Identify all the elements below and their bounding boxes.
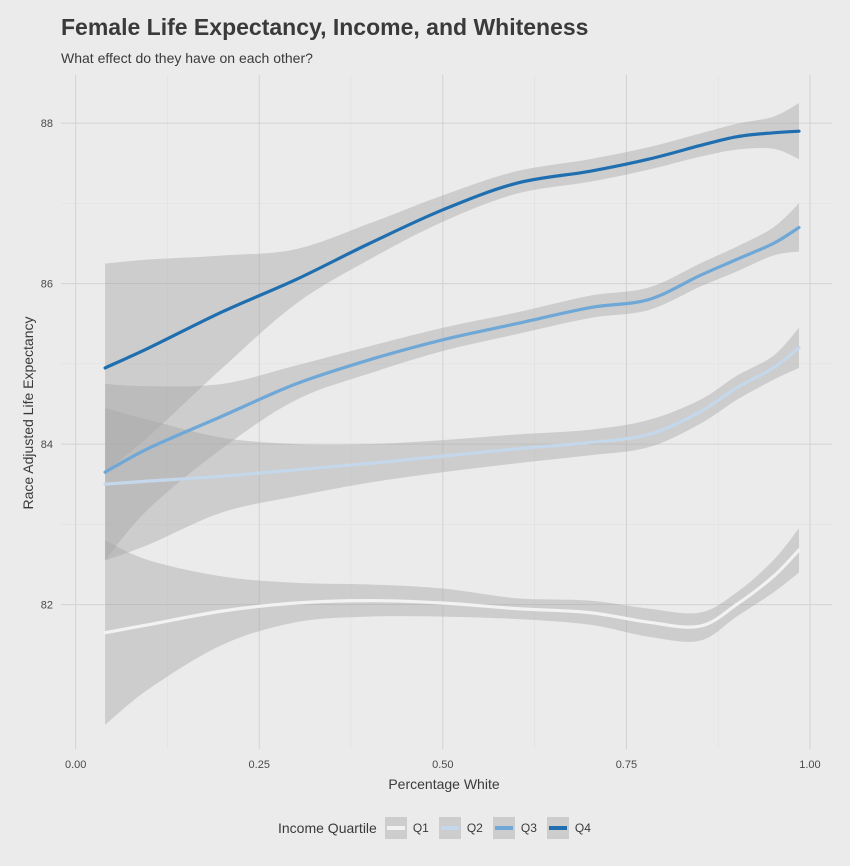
legend-item-q4: Q4 xyxy=(546,817,591,839)
legend: Income Quartile Q1 Q2 Q3 Q4 xyxy=(278,815,601,841)
legend-key-q3 xyxy=(492,817,515,839)
legend-label-q1: Q1 xyxy=(412,821,429,835)
y-tick-label: 84 xyxy=(41,439,53,451)
legend-label-q2: Q2 xyxy=(466,821,483,835)
confidence-band-q1 xyxy=(105,528,800,725)
chart-subtitle: What effect do they have on each other? xyxy=(61,50,313,66)
x-axis-title: Percentage White xyxy=(388,776,499,792)
legend-label-q3: Q3 xyxy=(520,821,537,835)
series-line-q2 xyxy=(103,346,801,486)
y-tick-label: 86 xyxy=(41,279,53,291)
y-tick-label: 88 xyxy=(41,118,53,130)
series-lines xyxy=(103,129,801,635)
legend-item-q2: Q2 xyxy=(438,817,483,839)
x-tick-label: 0.25 xyxy=(249,759,270,771)
x-tick-label: 0.00 xyxy=(65,759,86,771)
x-tick-label: 1.00 xyxy=(799,759,820,771)
legend-title: Income Quartile xyxy=(278,820,377,836)
y-tick-label: 82 xyxy=(41,600,53,612)
legend-key-q1 xyxy=(384,817,407,839)
confidence-band-q3 xyxy=(105,203,800,561)
legend-key-q2 xyxy=(438,817,461,839)
legend-items: Q1 Q2 Q3 Q4 xyxy=(384,817,601,839)
y-axis-title: Race Adjusted Life Expectancy xyxy=(20,316,36,509)
axis-ticks: 0.00 0.25 0.50 0.75 1.00 82 84 86 88 xyxy=(41,118,821,771)
series-line-q3 xyxy=(103,225,801,474)
x-tick-label: 0.50 xyxy=(432,759,453,771)
legend-item-q1: Q1 xyxy=(384,817,429,839)
confidence-band-q2 xyxy=(105,327,800,561)
chart-title: Female Life Expectancy, Income, and Whit… xyxy=(61,14,589,40)
legend-item-q3: Q3 xyxy=(492,817,537,839)
legend-label-q4: Q4 xyxy=(574,821,591,835)
grid-layer xyxy=(61,75,832,749)
legend-key-q4 xyxy=(546,817,569,839)
confidence-band-q4 xyxy=(105,103,800,473)
confidence-bands xyxy=(105,103,800,725)
x-tick-label: 0.75 xyxy=(616,759,637,771)
series-line-q4 xyxy=(103,129,801,370)
series-line-q1 xyxy=(103,548,801,635)
